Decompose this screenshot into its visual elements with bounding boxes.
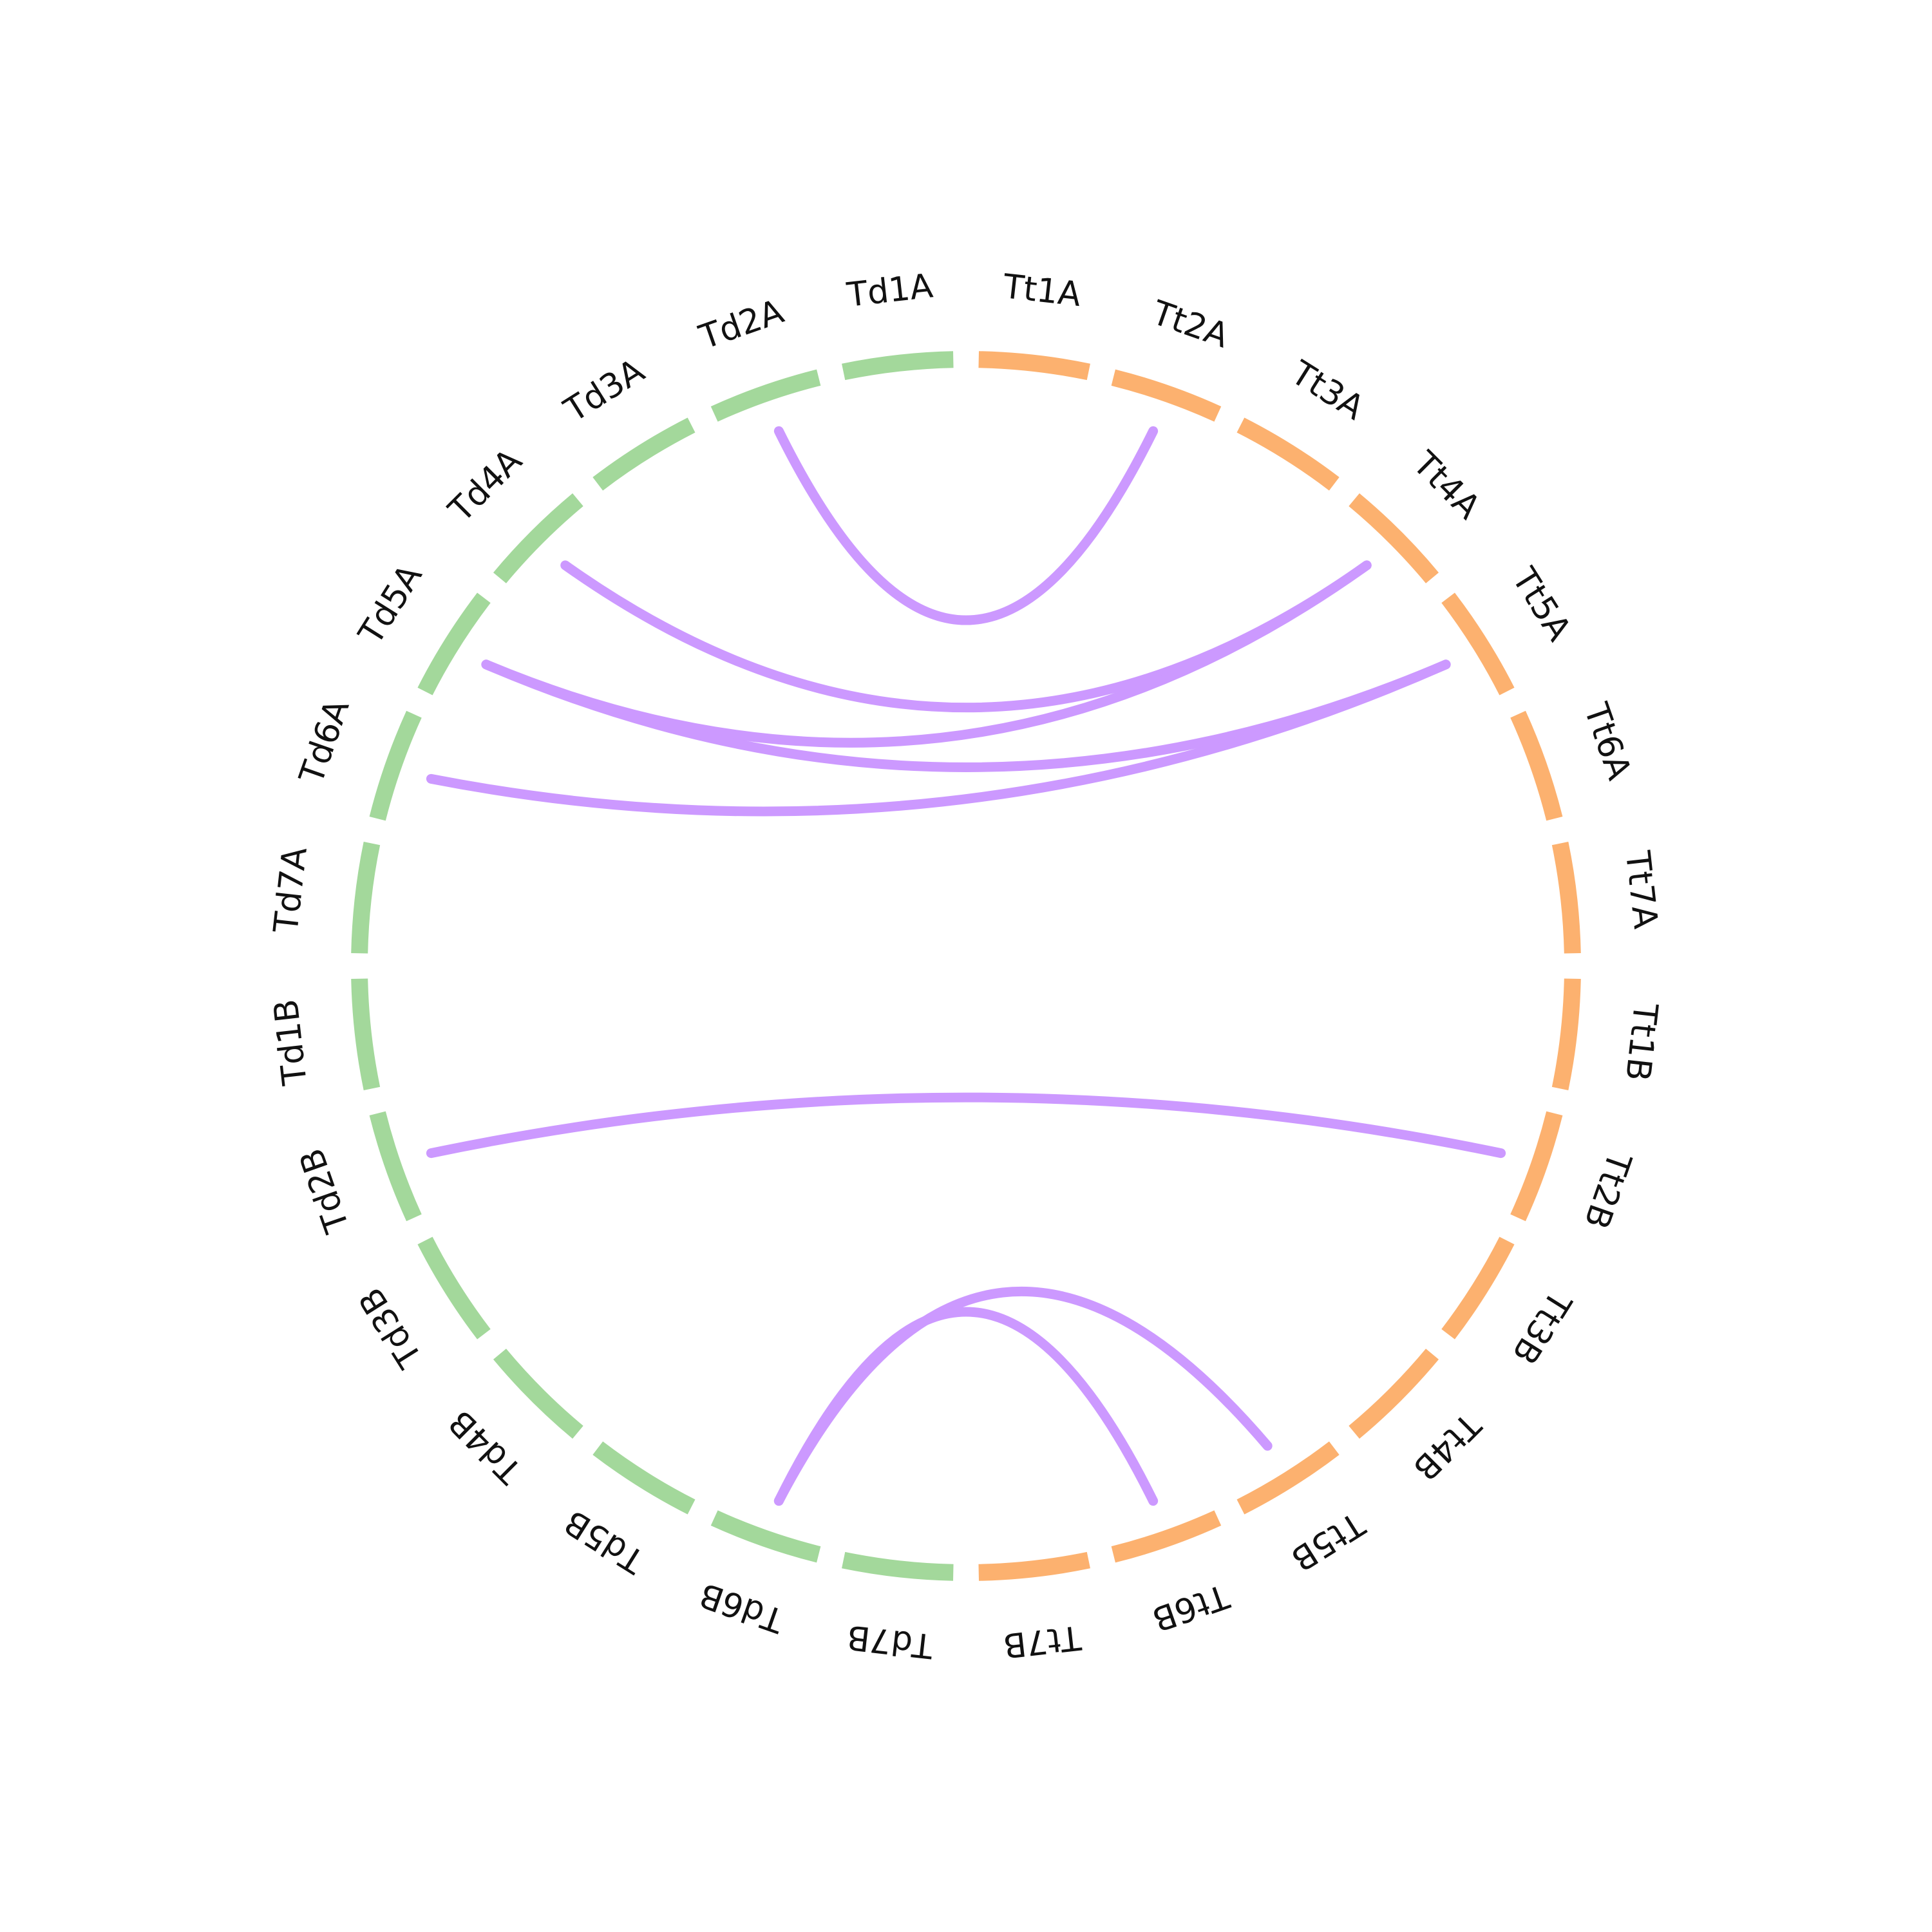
- segment-tt4b: [1349, 1349, 1439, 1439]
- segment-tt6a: [1510, 710, 1563, 821]
- segment-ring: [351, 351, 1581, 1581]
- segment-tt7b: [978, 1551, 1090, 1581]
- link-td2a-tt2a: [773, 426, 1159, 625]
- segment-tt1b: [1551, 978, 1581, 1090]
- segment-label-td5b: Td5B: [558, 1502, 652, 1580]
- segment-tt2b: [1510, 1111, 1563, 1222]
- segment-label-tt6a: Tt6A: [1576, 698, 1638, 785]
- segment-tt3a: [1236, 417, 1340, 491]
- segment-label-tt3b: Tt3B: [1504, 1283, 1579, 1370]
- segment-label-tt6b: Tt6B: [1147, 1576, 1234, 1638]
- segment-td6b: [710, 1510, 821, 1563]
- segment-label-td5a: Td5A: [351, 558, 430, 652]
- segment-label-tt5a: Tt5A: [1504, 561, 1578, 648]
- link-td6b-tt5b: [773, 1286, 1273, 1506]
- segment-label-td6b: Td6B: [695, 1575, 790, 1640]
- link-td6a-tt5a: [426, 659, 1451, 817]
- link-td2b-tt2b: [426, 1092, 1506, 1159]
- segment-label-td7a: Td7A: [267, 845, 315, 936]
- segment-label-tt3a: Tt3A: [1283, 354, 1370, 428]
- segment-label-tt4a: Tt4A: [1405, 444, 1488, 527]
- segment-td1a: [842, 351, 954, 381]
- segment-tt5b: [1236, 1441, 1340, 1515]
- segment-td7b: [842, 1551, 954, 1581]
- segment-label-td1b: Td1B: [267, 997, 315, 1087]
- segment-label-tt2a: Tt2A: [1147, 294, 1234, 356]
- segment-label-td4a: Td4A: [441, 441, 530, 530]
- segment-td5b: [592, 1441, 696, 1515]
- segment-label-td4b: Td4B: [442, 1403, 531, 1492]
- link-td6b-tt6b: [773, 1307, 1159, 1506]
- segment-tt1a: [978, 351, 1090, 381]
- segment-label-tt7a: Tt7A: [1618, 848, 1665, 931]
- segment-td4a: [493, 493, 583, 583]
- segment-tt6b: [1111, 1510, 1222, 1563]
- segment-label-td3a: Td3A: [557, 352, 651, 431]
- segment-tt3b: [1441, 1236, 1515, 1340]
- segment-tt4a: [1349, 493, 1439, 583]
- segment-label-td2a: Td2A: [694, 292, 789, 357]
- segment-label-tt2b: Tt2B: [1577, 1147, 1639, 1234]
- segment-td6a: [369, 710, 422, 821]
- segment-tt7a: [1551, 842, 1581, 954]
- segment-label-tt1b: Tt1B: [1618, 1001, 1665, 1083]
- segment-tt2a: [1111, 369, 1222, 422]
- link-layer: [426, 426, 1506, 1506]
- segment-td5a: [417, 592, 491, 696]
- segment-td4b: [493, 1349, 583, 1439]
- segment-label-tt7b: Tt7B: [1001, 1618, 1084, 1665]
- segment-td1b: [351, 978, 381, 1090]
- segment-label-td3b: Td3B: [352, 1281, 430, 1375]
- segment-td7a: [351, 842, 381, 954]
- segment-td3a: [592, 417, 696, 491]
- segment-label-td6a: Td6A: [292, 694, 357, 789]
- segment-label-tt5b: Tt5B: [1284, 1504, 1371, 1578]
- segment-label-td1a: Td1A: [844, 267, 935, 315]
- segment-label-tt1a: Tt1A: [1001, 267, 1083, 314]
- segment-tt5a: [1441, 592, 1515, 696]
- segment-label-td2b: Td2B: [292, 1144, 357, 1238]
- segment-label-td7b: Td7B: [845, 1617, 935, 1665]
- segment-td3b: [417, 1236, 491, 1340]
- segment-td2a: [710, 369, 821, 422]
- segment-td2b: [369, 1111, 422, 1222]
- segment-label-tt4b: Tt4B: [1405, 1405, 1488, 1488]
